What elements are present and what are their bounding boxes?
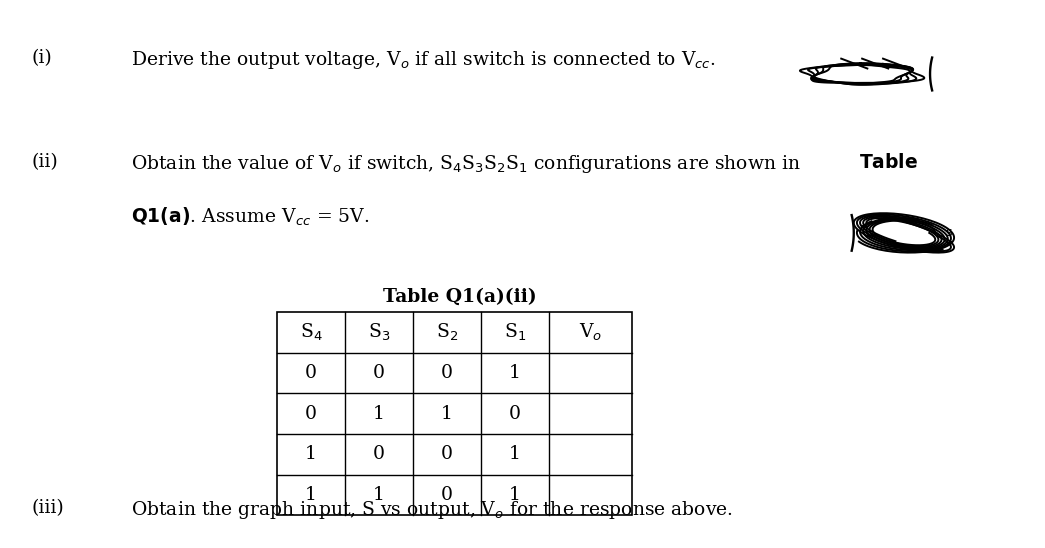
Text: (i): (i) [31,49,52,67]
Text: Derive the output voltage, V$_o$ if all switch is connected to V$_{cc}$.: Derive the output voltage, V$_o$ if all … [131,49,716,71]
Text: 0: 0 [509,405,520,423]
Text: S$_2$: S$_2$ [436,322,458,343]
Bar [277,312,632,515]
Text: 0: 0 [305,405,317,423]
Text: Table Q1(a)(ii): Table Q1(a)(ii) [382,288,537,306]
Text: $\mathbf{Table}$: $\mathbf{Table}$ [859,153,919,173]
Text: 1: 1 [509,486,520,504]
Text: S$_4$: S$_4$ [300,322,322,343]
Text: 0: 0 [305,364,317,382]
Text: 1: 1 [373,486,385,504]
Text: 0: 0 [373,364,385,382]
Text: 1: 1 [509,446,520,463]
Text: 1: 1 [509,364,520,382]
Text: 0: 0 [441,364,452,382]
Text: V$_o$: V$_o$ [579,322,602,343]
Text: s: s [946,226,952,238]
Text: 0: 0 [373,446,385,463]
Text: S$_3$: S$_3$ [368,322,390,343]
Text: (iii): (iii) [31,499,64,517]
Text: 0: 0 [441,446,452,463]
Text: 1: 1 [373,405,385,423]
Text: S$_1$: S$_1$ [504,322,526,343]
Text: 1: 1 [305,446,317,463]
Text: Obtain the graph input, S vs output, V$_o$ for the response above.: Obtain the graph input, S vs output, V$_… [131,499,733,521]
Text: (ii): (ii) [31,153,59,172]
Text: 1: 1 [305,486,317,504]
Text: 0: 0 [441,486,452,504]
Text: $\mathbf{Q1(a)}$. Assume V$_{cc}$ = 5V.: $\mathbf{Q1(a)}$. Assume V$_{cc}$ = 5V. [131,206,369,228]
Text: Obtain the value of V$_o$ if switch, S$_4$S$_3$S$_2$S$_1$ configurations are sho: Obtain the value of V$_o$ if switch, S$_… [131,153,800,175]
Text: 1: 1 [441,405,452,423]
